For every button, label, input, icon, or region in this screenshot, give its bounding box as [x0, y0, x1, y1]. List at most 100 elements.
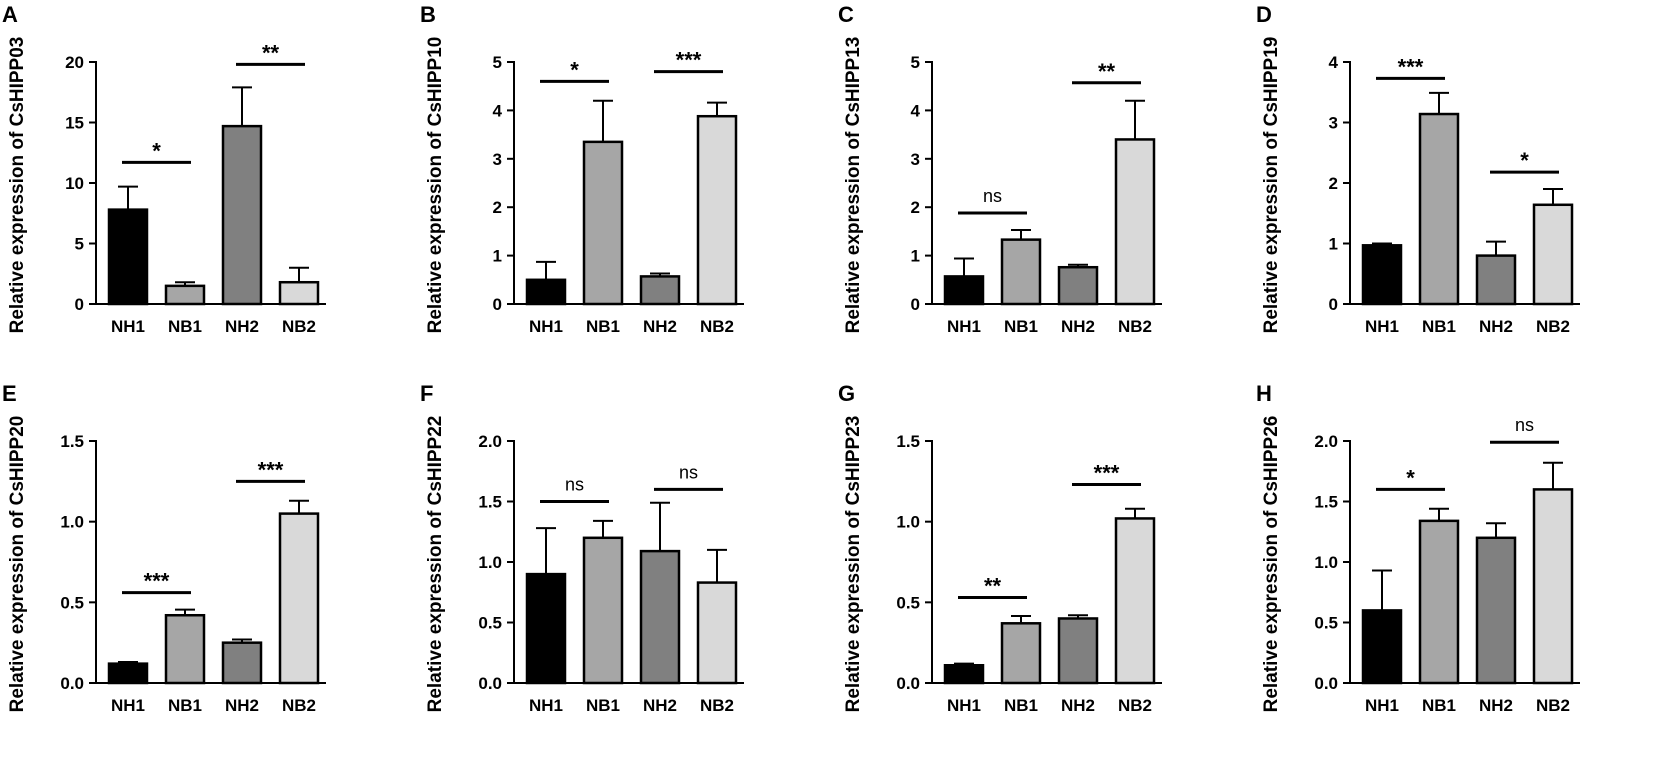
x-tick-label: NB1	[1422, 696, 1456, 715]
x-tick-label: NH2	[1061, 696, 1095, 715]
bar-nb1	[164, 284, 206, 306]
x-tick-label: NH2	[225, 317, 259, 336]
x-tick-label: NH2	[1061, 317, 1095, 336]
x-tick-label: NH1	[529, 696, 563, 715]
y-tick-label: 0.0	[896, 674, 920, 693]
x-tick-label: NB2	[282, 317, 316, 336]
x-tick-label: NH1	[1365, 696, 1399, 715]
x-tick-label: NH1	[947, 317, 981, 336]
y-tick-label: 5	[493, 53, 502, 72]
bar-nb2	[1532, 488, 1574, 685]
y-tick-label: 4	[1329, 53, 1339, 72]
y-tick-label: 5	[911, 53, 920, 72]
x-tick-label: NB2	[700, 696, 734, 715]
significance-label: *	[1406, 465, 1415, 490]
y-tick-label: 5	[75, 235, 84, 254]
y-tick-label: 1.0	[478, 553, 502, 572]
bar-nh2	[221, 124, 263, 306]
bar-nb1	[1000, 622, 1042, 685]
bar-chart: 0.0 0.5 1.0 1.5 2.0 NH1 NB1 NH2 NB2 * ns	[1314, 415, 1580, 715]
panel-letter: E	[2, 381, 17, 406]
x-tick-label: NH1	[111, 696, 145, 715]
panel-a: A Relative expression of CsHIPP03 0 5 10 15…	[0, 0, 419, 379]
bar-nb1	[582, 536, 624, 685]
bar-nb1	[1418, 519, 1460, 685]
panel-letter: G	[838, 381, 856, 406]
x-tick-label: NH1	[947, 696, 981, 715]
y-tick-label: 0	[75, 295, 84, 314]
y-tick-label: 1	[493, 247, 502, 266]
y-tick-label: 2.0	[478, 432, 502, 451]
bar-nh1	[107, 208, 149, 306]
y-tick-label: 0.0	[1314, 674, 1338, 693]
significance-label: **	[1098, 59, 1116, 84]
significance-label: ns	[983, 186, 1002, 206]
y-tick-label: 15	[65, 114, 84, 133]
y-tick-label: 4	[493, 101, 503, 120]
y-tick-label: 3	[911, 150, 920, 169]
y-tick-label: 1	[1329, 235, 1338, 254]
panel-letter: C	[838, 2, 854, 27]
significance-label: *	[570, 57, 579, 82]
bar-nb2	[1532, 203, 1574, 306]
x-tick-label: NH2	[1479, 317, 1513, 336]
bar-nh1	[1361, 609, 1403, 685]
x-tick-label: NB2	[700, 317, 734, 336]
bar-nh1	[107, 662, 149, 685]
significance-label: **	[984, 573, 1002, 598]
bar-nh1	[525, 572, 567, 685]
y-tick-label: 2	[1329, 174, 1338, 193]
bar-nh2	[639, 275, 681, 306]
y-tick-label: 1.5	[1314, 493, 1338, 512]
bar-nh2	[221, 641, 263, 685]
bar-nb2	[696, 581, 738, 685]
bar-chart: 0.0 0.5 1.0 1.5 2.0 NH1 NB1 NH2 NB2 ns ns	[478, 432, 744, 715]
y-tick-label: 1.5	[60, 432, 84, 451]
bar-nh2	[1057, 265, 1099, 306]
bar-chart: 0 1 2 3 4 5 NH1 NB1 NH2 NB2 ns **	[911, 53, 1162, 336]
x-tick-label: NH2	[225, 696, 259, 715]
panel-g: G Relative expression of CsHIPP23 0.0 0.5…	[836, 379, 1255, 758]
bar-nb2	[1114, 138, 1156, 306]
y-tick-label: 0.5	[478, 614, 502, 633]
x-tick-label: NH2	[643, 696, 677, 715]
x-tick-label: NB2	[1536, 696, 1570, 715]
bar-nh2	[1057, 617, 1099, 685]
x-tick-label: NB1	[1422, 317, 1456, 336]
bar-nb2	[278, 280, 320, 306]
panel-letter: H	[1256, 381, 1272, 406]
x-tick-label: NB1	[168, 317, 202, 336]
x-tick-label: NH1	[529, 317, 563, 336]
significance-label: ***	[1398, 54, 1424, 79]
y-tick-label: 1.5	[896, 432, 920, 451]
x-tick-label: NB1	[586, 317, 620, 336]
y-tick-label: 10	[65, 174, 84, 193]
panel-letter: F	[420, 381, 434, 406]
significance-label: ***	[1094, 461, 1120, 486]
y-tick-label: 1.0	[1314, 553, 1338, 572]
significance-label: ns	[679, 462, 698, 482]
panel-letter: A	[2, 2, 18, 27]
x-tick-label: NH1	[111, 317, 145, 336]
panel-e: E Relative expression of CsHIPP20 0.0 0.5…	[0, 379, 419, 758]
y-tick-label: 0.5	[1314, 614, 1338, 633]
bar-nh2	[1475, 254, 1517, 306]
significance-label: ns	[1515, 415, 1534, 435]
bar-nh1	[943, 664, 985, 685]
significance-label: *	[1520, 148, 1529, 173]
y-tick-label: 0	[493, 295, 502, 314]
bar-nh1	[525, 278, 567, 306]
x-tick-label: NB2	[282, 696, 316, 715]
significance-label: ***	[258, 457, 284, 482]
y-tick-label: 0	[911, 295, 920, 314]
x-tick-label: NB1	[1004, 317, 1038, 336]
x-tick-label: NB1	[1004, 696, 1038, 715]
y-tick-label: 2	[911, 198, 920, 217]
y-tick-label: 0.5	[60, 593, 84, 612]
y-tick-label: 0.0	[478, 674, 502, 693]
